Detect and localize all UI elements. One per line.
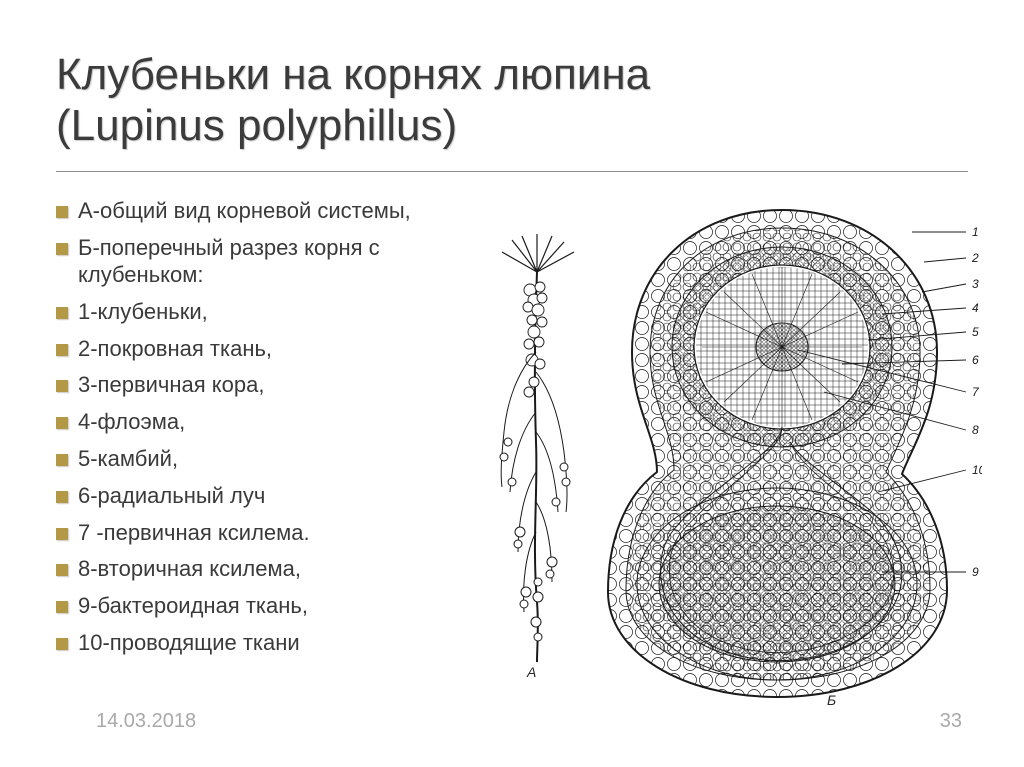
title-divider: [56, 171, 968, 172]
slide-body: А-общий вид корневой системы, Б-поперечны…: [56, 192, 968, 710]
svg-text:8: 8: [972, 423, 979, 437]
figure-b-cross-section: 1 2 3 4 5 6 7 8 10 9: [602, 192, 982, 712]
figure-column: A: [482, 192, 968, 710]
svg-text:3: 3: [972, 277, 979, 291]
legend-column: А-общий вид корневой системы, Б-поперечны…: [56, 192, 466, 710]
legend-item-text: 8-вторичная ксилема,: [78, 556, 466, 583]
bullet-icon: [56, 307, 68, 319]
legend-item: Б-поперечный разрез корня с клубеньком:: [56, 235, 466, 289]
svg-text:6: 6: [972, 353, 979, 367]
legend-item-text: 10-проводящие ткани: [78, 630, 466, 657]
legend-item-text: 4-флоэма,: [78, 409, 466, 436]
bullet-icon: [56, 454, 68, 466]
legend-item-text: 1-клубеньки,: [78, 299, 466, 326]
legend-item: 9-бактероидная ткань,: [56, 593, 466, 620]
legend-item: 5-камбий,: [56, 446, 466, 473]
bullet-icon: [56, 380, 68, 392]
bullet-icon: [56, 601, 68, 613]
figure-b-label: Б: [827, 692, 836, 708]
svg-text:4: 4: [972, 301, 979, 315]
bullet-icon: [56, 638, 68, 650]
legend-item-text: 6-радиальный луч: [78, 483, 466, 510]
bullet-icon: [56, 344, 68, 356]
legend-item-text: 9-бактероидная ткань,: [78, 593, 466, 620]
legend-item-text: Б-поперечный разрез корня с клубеньком:: [78, 235, 466, 289]
legend-item-text: 5-камбий,: [78, 446, 466, 473]
svg-text:2: 2: [971, 251, 979, 265]
legend-item-text: 2-покровная ткань,: [78, 336, 466, 363]
bullet-icon: [56, 528, 68, 540]
legend-item: 8-вторичная ксилема,: [56, 556, 466, 583]
legend-item: 2-покровная ткань,: [56, 336, 466, 363]
bullet-icon: [56, 206, 68, 218]
legend-item-text: 3-первичная кора,: [78, 372, 466, 399]
bullet-icon: [56, 491, 68, 503]
legend-item-text: 7 -первичная ксилема.: [78, 520, 466, 547]
legend-item: 3-первичная кора,: [56, 372, 466, 399]
footer-page: 33: [940, 710, 962, 733]
footer-date: 14.03.2018: [96, 710, 196, 733]
bullet-icon: [56, 243, 68, 255]
svg-text:10: 10: [972, 463, 982, 477]
legend-item: 6-радиальный луч: [56, 483, 466, 510]
svg-text:7: 7: [972, 385, 980, 399]
legend-list: А-общий вид корневой системы, Б-поперечны…: [56, 198, 466, 657]
legend-item: 1-клубеньки,: [56, 299, 466, 326]
slide-footer: 14.03.2018 33: [56, 710, 968, 737]
slide: Клубеньки на корнях люпина(Lupinus polyp…: [0, 0, 1024, 767]
svg-text:9: 9: [972, 565, 979, 579]
svg-text:5: 5: [972, 325, 979, 339]
figure-a-root-system: [482, 232, 592, 672]
legend-item: 10-проводящие ткани: [56, 630, 466, 657]
legend-item: 7 -первичная ксилема.: [56, 520, 466, 547]
svg-text:1: 1: [972, 225, 979, 239]
bullet-icon: [56, 417, 68, 429]
figure-a-label: A: [527, 664, 536, 680]
legend-item: 4-флоэма,: [56, 409, 466, 436]
slide-title: Клубеньки на корнях люпина(Lupinus polyp…: [56, 50, 968, 171]
legend-item-text: А-общий вид корневой системы,: [78, 198, 466, 225]
legend-item: А-общий вид корневой системы,: [56, 198, 466, 225]
bullet-icon: [56, 564, 68, 576]
